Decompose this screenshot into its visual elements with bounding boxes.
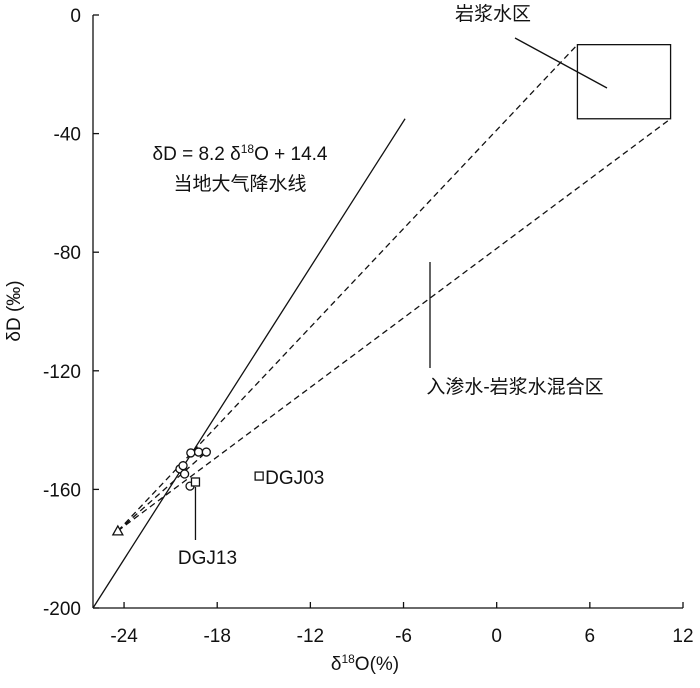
x-tick-label: -18 (203, 626, 230, 647)
y-tick-label: -40 (54, 125, 81, 146)
sample-label: DGJ03 (265, 468, 324, 489)
x-tick-label: 6 (585, 626, 596, 647)
x-label-sup: 18 (341, 652, 355, 666)
y-tick-label: 0 (70, 6, 81, 27)
y-tick-label: -160 (43, 480, 81, 501)
y-axis-label: δD (‰) (4, 280, 25, 341)
equation: δD = 8.2 δ18O + 14.4 (153, 142, 328, 165)
point (111, 524, 124, 536)
y-tick-label: -80 (54, 243, 81, 264)
x-tick-label: -12 (297, 626, 324, 647)
leader-line (514, 37, 608, 89)
x-tick-label: 0 (491, 626, 502, 647)
mixing-label: 入渗水-岩浆水混合区 (426, 376, 603, 398)
meteoric-line (92, 118, 406, 609)
x-tick-label: -6 (395, 626, 412, 647)
x-tick-label: -24 (110, 626, 138, 647)
equation-sup: 18 (241, 142, 255, 156)
y-tick-label: -120 (43, 362, 81, 383)
point (190, 477, 201, 487)
mixing-line (117, 44, 578, 532)
equation-part: δD = 8.2 δ (153, 144, 241, 165)
point (179, 469, 190, 479)
point (186, 448, 196, 458)
x-axis-label: δ18O(%) (331, 652, 399, 675)
point (178, 461, 188, 471)
sample-label: DGJ13 (178, 548, 237, 569)
x-tick-label: 12 (672, 626, 693, 647)
point (193, 447, 204, 457)
magma-box (576, 44, 672, 120)
point (201, 447, 211, 457)
equation-part: O + 14.4 (254, 144, 328, 165)
line-label: 当地大气降水线 (173, 173, 306, 195)
x-label-part: O(%) (355, 654, 399, 675)
point (254, 471, 264, 481)
magma-label: 岩浆水区 (455, 3, 531, 25)
y-tick-label: -200 (43, 599, 81, 620)
mixing-line (117, 451, 207, 532)
x-label-part: δ (331, 654, 342, 675)
mixing-line (117, 118, 671, 532)
